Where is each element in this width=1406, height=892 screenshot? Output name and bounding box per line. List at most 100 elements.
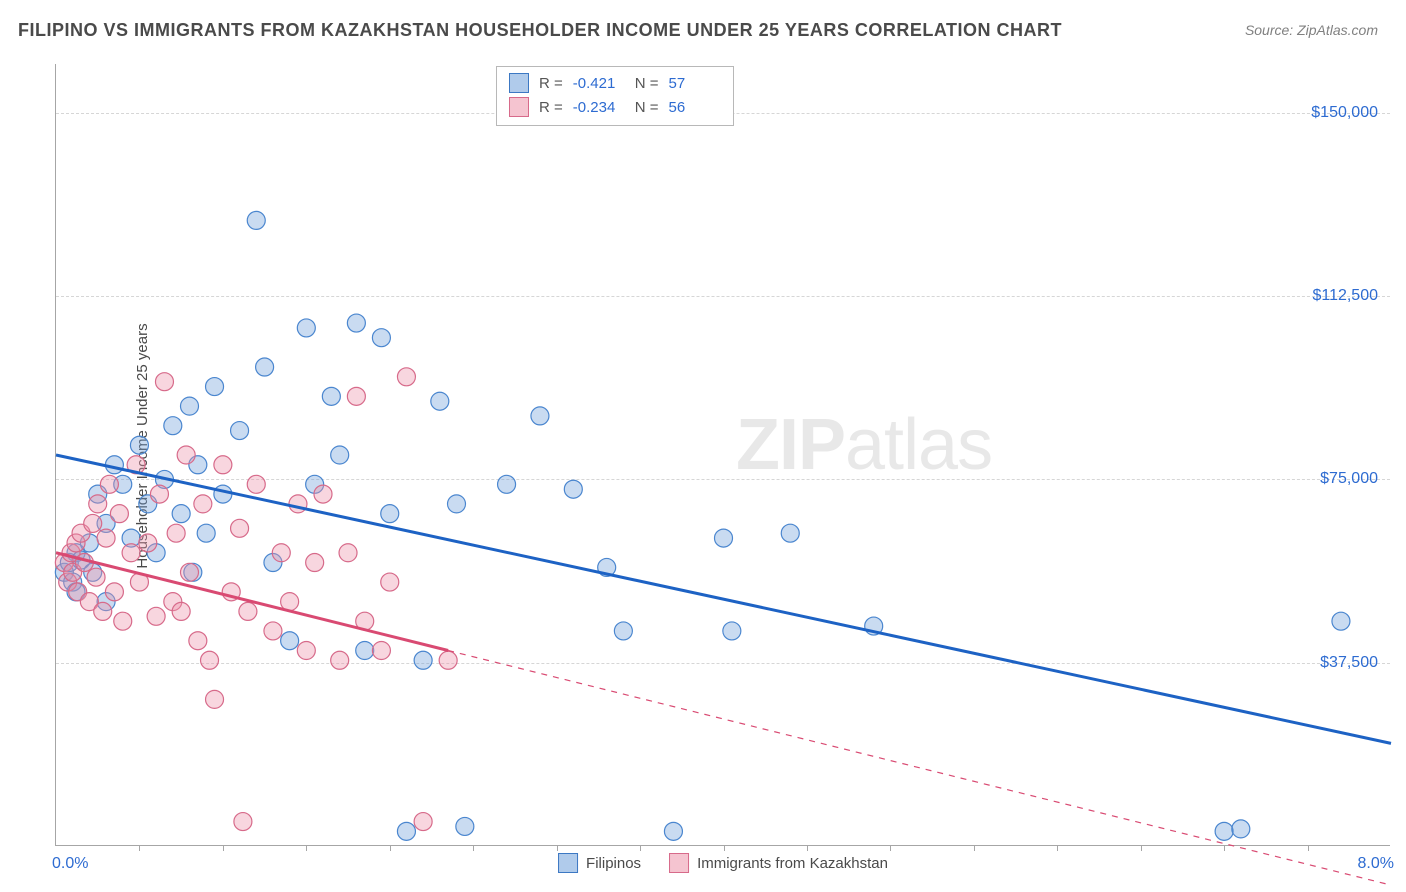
scatter-point <box>414 651 432 669</box>
scatter-point <box>356 642 374 660</box>
scatter-point <box>89 495 107 513</box>
scatter-point <box>214 456 232 474</box>
legend-swatch-icon <box>509 73 529 93</box>
scatter-point <box>181 397 199 415</box>
xtick-mark <box>1224 845 1225 851</box>
stats-r-label: R = <box>539 75 563 92</box>
scatter-point <box>397 368 415 386</box>
scatter-point <box>281 632 299 650</box>
scatter-point <box>206 378 224 396</box>
stats-row: R = -0.421 N = 57 <box>509 71 721 95</box>
legend-swatch-icon <box>558 853 578 873</box>
stats-n-label: N = <box>635 99 659 116</box>
scatter-point <box>231 519 249 537</box>
scatter-point <box>322 387 340 405</box>
scatter-point <box>781 524 799 542</box>
trend-line-extrapolated <box>448 651 1391 886</box>
scatter-point <box>214 485 232 503</box>
scatter-point <box>234 813 252 831</box>
scatter-point <box>172 505 190 523</box>
scatter-point <box>247 211 265 229</box>
chart-title: FILIPINO VS IMMIGRANTS FROM KAZAKHSTAN H… <box>18 20 1062 41</box>
source-attribution: Source: ZipAtlas.com <box>1245 22 1378 38</box>
scatter-point <box>339 544 357 562</box>
scatter-point <box>456 817 474 835</box>
stats-r-label: R = <box>539 99 563 116</box>
scatter-point <box>381 573 399 591</box>
scatter-layer <box>55 211 1350 840</box>
scatter-point <box>498 475 516 493</box>
scatter-point <box>110 505 128 523</box>
scatter-point <box>122 544 140 562</box>
xtick-mark <box>890 845 891 851</box>
scatter-point <box>247 475 265 493</box>
scatter-point <box>239 602 257 620</box>
scatter-point <box>439 651 457 669</box>
scatter-point <box>372 329 390 347</box>
plot-svg <box>56 64 1390 845</box>
scatter-point <box>94 602 112 620</box>
stats-n-label: N = <box>635 75 659 92</box>
plot-area: ZIPatlas $37,500$75,000$112,500$150,000 … <box>55 64 1390 846</box>
xtick-mark <box>306 845 307 851</box>
scatter-point <box>87 568 105 586</box>
scatter-point <box>431 392 449 410</box>
stats-r-value: -0.421 <box>573 75 625 92</box>
legend-swatch-icon <box>669 853 689 873</box>
x-axis-max-label: 8.0% <box>1358 855 1394 873</box>
xtick-mark <box>974 845 975 851</box>
stats-n-value: 56 <box>669 99 721 116</box>
scatter-point <box>297 642 315 660</box>
xtick-mark <box>724 845 725 851</box>
scatter-point <box>347 387 365 405</box>
scatter-point <box>306 554 324 572</box>
scatter-point <box>531 407 549 425</box>
scatter-point <box>331 651 349 669</box>
scatter-point <box>84 514 102 532</box>
xtick-mark <box>223 845 224 851</box>
xtick-mark <box>1057 845 1058 851</box>
xtick-mark <box>1141 845 1142 851</box>
scatter-point <box>1215 822 1233 840</box>
scatter-point <box>397 822 415 840</box>
scatter-point <box>297 319 315 337</box>
scatter-point <box>177 446 195 464</box>
stats-r-value: -0.234 <box>573 99 625 116</box>
scatter-point <box>264 622 282 640</box>
scatter-point <box>314 485 332 503</box>
scatter-point <box>189 632 207 650</box>
scatter-point <box>206 690 224 708</box>
legend-label: Filipinos <box>586 855 641 872</box>
xtick-mark <box>1308 845 1309 851</box>
xtick-mark <box>640 845 641 851</box>
scatter-point <box>155 373 173 391</box>
scatter-point <box>201 651 219 669</box>
scatter-point <box>448 495 466 513</box>
x-axis-min-label: 0.0% <box>52 855 88 873</box>
scatter-point <box>723 622 741 640</box>
scatter-point <box>664 822 682 840</box>
scatter-point <box>105 583 123 601</box>
xtick-mark <box>473 845 474 851</box>
scatter-point <box>100 475 118 493</box>
scatter-point <box>164 417 182 435</box>
scatter-point <box>231 422 249 440</box>
legend-item: Filipinos <box>558 853 641 873</box>
scatter-point <box>272 544 290 562</box>
xtick-mark <box>139 845 140 851</box>
scatter-point <box>256 358 274 376</box>
legend-label: Immigrants from Kazakhstan <box>697 855 888 872</box>
scatter-point <box>150 485 168 503</box>
scatter-point <box>414 813 432 831</box>
scatter-point <box>289 495 307 513</box>
scatter-point <box>564 480 582 498</box>
scatter-point <box>194 495 212 513</box>
legend-item: Immigrants from Kazakhstan <box>669 853 888 873</box>
scatter-point <box>147 607 165 625</box>
scatter-point <box>130 436 148 454</box>
correlation-stats-box: R = -0.421 N = 57 R = -0.234 N = 56 <box>496 66 734 126</box>
scatter-point <box>97 529 115 547</box>
stats-n-value: 57 <box>669 75 721 92</box>
scatter-point <box>197 524 215 542</box>
scatter-point <box>139 534 157 552</box>
